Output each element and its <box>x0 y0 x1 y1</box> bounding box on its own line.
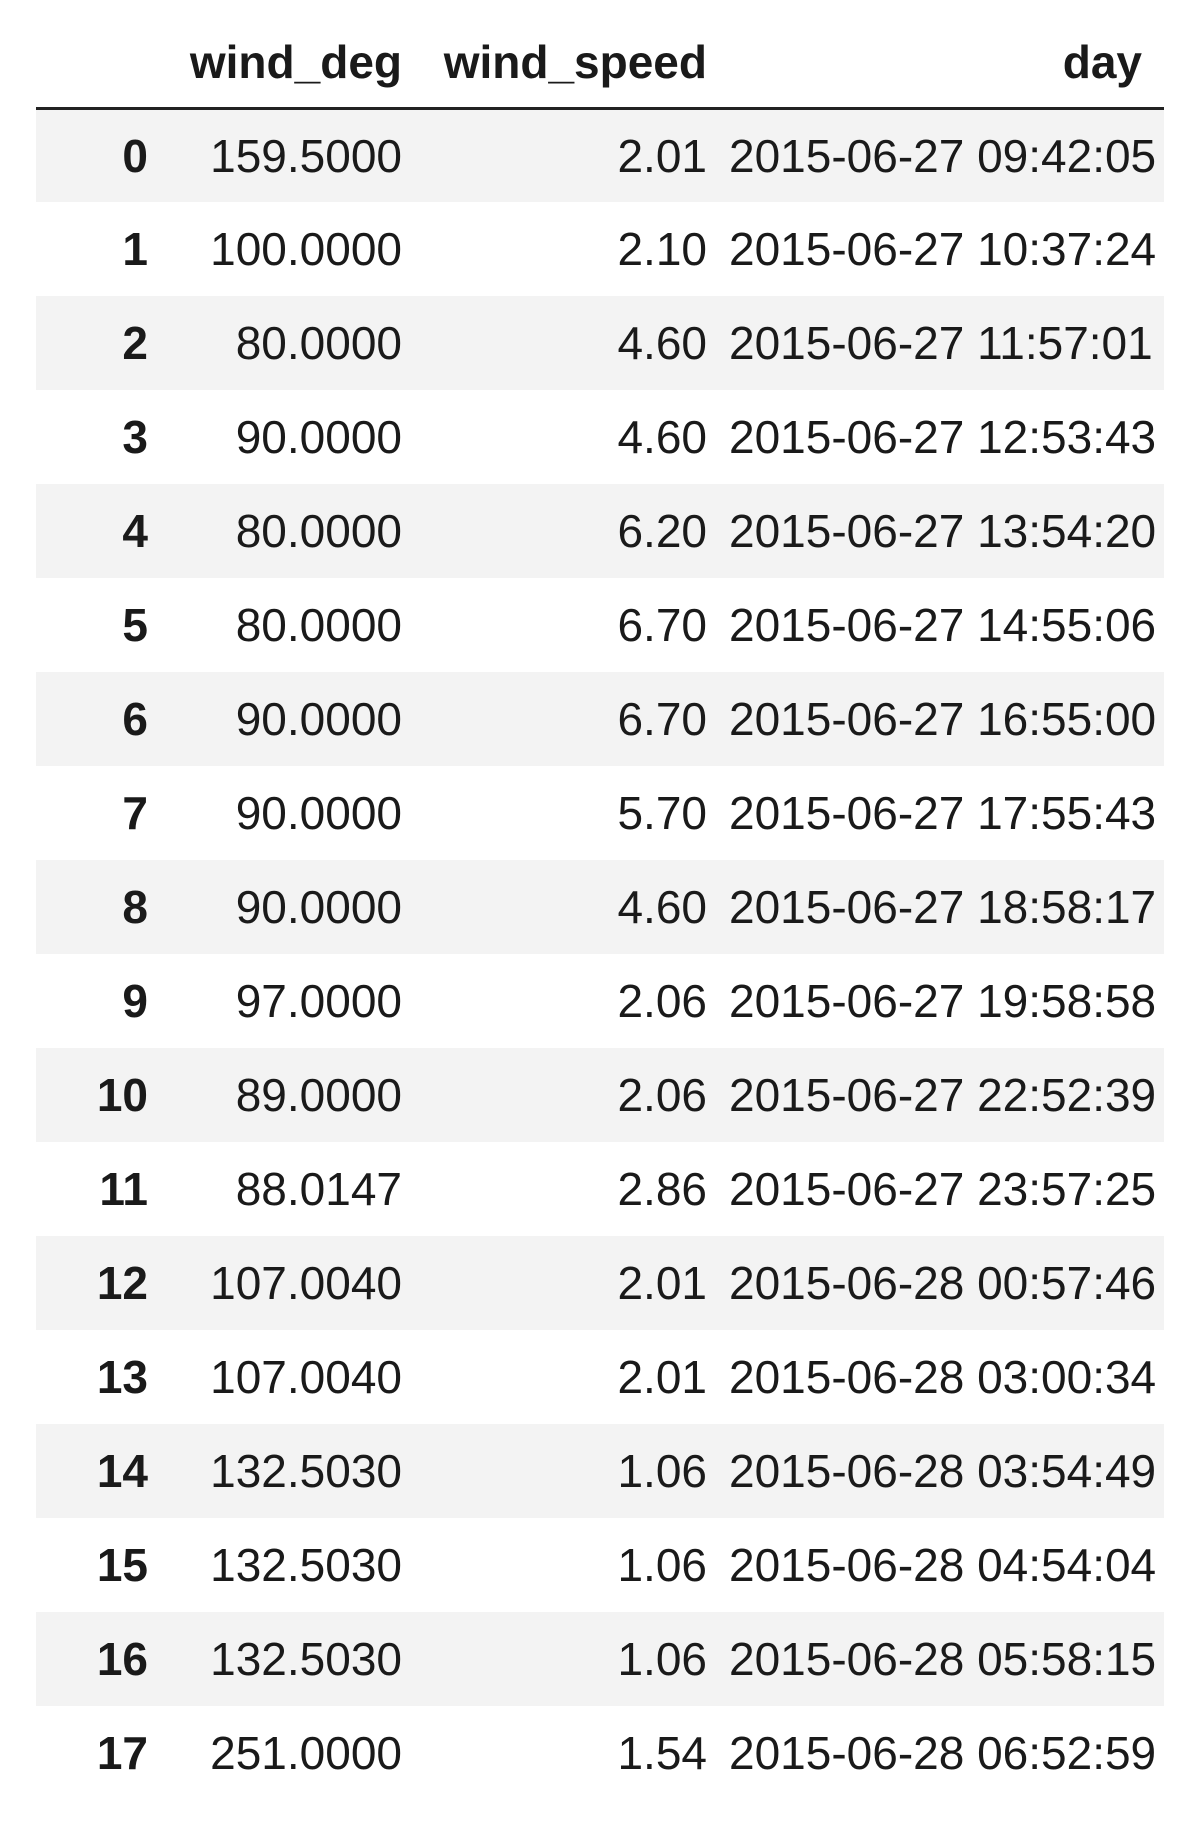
row-index: 2 <box>122 317 148 369</box>
cell-day: 2015-06-28 04:54:04 <box>729 1539 1157 1591</box>
cell-day: 2015-06-27 23:57:25 <box>729 1163 1157 1215</box>
table-row: 17 251.0000 1.54 2015-06-28 06:52:59 <box>36 1706 1164 1800</box>
cell-wind-speed: 2.01 <box>617 1257 707 1309</box>
row-index: 4 <box>122 505 148 557</box>
row-index: 12 <box>96 1257 148 1309</box>
cell-wind-speed: 2.06 <box>617 975 707 1027</box>
cell-wind-deg: 107.0040 <box>210 1351 402 1403</box>
cell-wind-speed: 1.06 <box>617 1539 707 1591</box>
cell-wind-deg: 89.0000 <box>235 1069 402 1121</box>
table-row: 0 159.5000 2.01 2015-06-27 09:42:05 <box>36 108 1164 202</box>
cell-wind-speed: 4.60 <box>617 411 707 463</box>
table-row: 8 90.0000 4.60 2015-06-27 18:58:17 <box>36 860 1164 954</box>
cell-wind-speed: 1.06 <box>617 1633 707 1685</box>
cell-wind-speed: 5.70 <box>617 787 707 839</box>
table-row: 2 80.0000 4.60 2015-06-27 11:57:01 <box>36 296 1164 390</box>
cell-wind-deg: 132.5030 <box>210 1633 402 1685</box>
table-row: 6 90.0000 6.70 2015-06-27 16:55:00 <box>36 672 1164 766</box>
table-row: 10 89.0000 2.06 2015-06-27 22:52:39 <box>36 1048 1164 1142</box>
table-row: 1 100.0000 2.10 2015-06-27 10:37:24 <box>36 202 1164 296</box>
cell-day: 2015-06-27 17:55:43 <box>729 787 1157 839</box>
row-index: 13 <box>96 1351 148 1403</box>
cell-wind-speed: 4.60 <box>617 881 707 933</box>
row-index: 16 <box>96 1633 148 1685</box>
table-row: 12 107.0040 2.01 2015-06-28 00:57:46 <box>36 1236 1164 1330</box>
table-row: 14 132.5030 1.06 2015-06-28 03:54:49 <box>36 1424 1164 1518</box>
cell-wind-deg: 90.0000 <box>235 411 402 463</box>
cell-wind-deg: 90.0000 <box>235 881 402 933</box>
cell-wind-deg: 80.0000 <box>235 317 402 369</box>
cell-wind-speed: 4.60 <box>617 317 707 369</box>
cell-wind-deg: 90.0000 <box>235 693 402 745</box>
cell-day: 2015-06-27 13:54:20 <box>729 505 1157 557</box>
cell-wind-deg: 80.0000 <box>235 505 402 557</box>
cell-wind-speed: 1.54 <box>617 1727 707 1779</box>
row-index: 1 <box>122 223 148 275</box>
cell-wind-deg: 80.0000 <box>235 599 402 651</box>
cell-day: 2015-06-27 14:55:06 <box>729 599 1157 651</box>
cell-wind-deg: 88.0147 <box>235 1163 402 1215</box>
cell-wind-speed: 2.01 <box>617 1351 707 1403</box>
table-row: 7 90.0000 5.70 2015-06-27 17:55:43 <box>36 766 1164 860</box>
cell-wind-speed: 2.06 <box>617 1069 707 1121</box>
table-row: 16 132.5030 1.06 2015-06-28 05:58:15 <box>36 1612 1164 1706</box>
cell-day: 2015-06-27 12:53:43 <box>729 411 1157 463</box>
cell-day: 2015-06-27 11:57:01 <box>729 317 1153 369</box>
column-header-wind-speed: wind_speed <box>424 18 729 110</box>
cell-wind-speed: 2.86 <box>617 1163 707 1215</box>
table-header: wind_deg wind_speed day <box>36 18 1164 110</box>
row-index: 10 <box>96 1069 148 1121</box>
table-row: 4 80.0000 6.20 2015-06-27 13:54:20 <box>36 484 1164 578</box>
cell-wind-speed: 6.20 <box>617 505 707 557</box>
cell-day: 2015-06-27 22:52:39 <box>729 1069 1157 1121</box>
column-header-day: day <box>729 18 1164 110</box>
row-index: 0 <box>122 129 148 182</box>
cell-wind-deg: 159.5000 <box>210 129 402 182</box>
cell-day: 2015-06-27 09:42:05 <box>729 129 1157 182</box>
cell-day: 2015-06-27 19:58:58 <box>729 975 1157 1027</box>
cell-wind-speed: 1.06 <box>617 1445 707 1497</box>
table-row: 3 90.0000 4.60 2015-06-27 12:53:43 <box>36 390 1164 484</box>
cell-wind-deg: 132.5030 <box>210 1445 402 1497</box>
cell-day: 2015-06-28 00:57:46 <box>729 1257 1157 1309</box>
row-index: 6 <box>122 693 148 745</box>
cell-wind-speed: 2.01 <box>617 129 707 182</box>
table-row: 5 80.0000 6.70 2015-06-27 14:55:06 <box>36 578 1164 672</box>
cell-day: 2015-06-27 10:37:24 <box>729 223 1157 275</box>
cell-wind-deg: 97.0000 <box>235 975 402 1027</box>
index-column-header <box>36 18 170 110</box>
table-row: 11 88.0147 2.86 2015-06-27 23:57:25 <box>36 1142 1164 1236</box>
row-index: 14 <box>96 1445 148 1497</box>
cell-wind-deg: 251.0000 <box>210 1727 402 1779</box>
row-index: 17 <box>96 1727 148 1779</box>
row-index: 5 <box>122 599 148 651</box>
row-index: 9 <box>122 975 148 1027</box>
cell-day: 2015-06-28 03:00:34 <box>729 1351 1157 1403</box>
cell-wind-speed: 6.70 <box>617 599 707 651</box>
table-body: 0 159.5000 2.01 2015-06-27 09:42:05 1 100.000… <box>36 108 1164 1800</box>
cell-day: 2015-06-27 18:58:17 <box>729 881 1157 933</box>
cell-wind-deg: 100.0000 <box>210 223 402 275</box>
row-index: 7 <box>122 787 148 839</box>
table-row: 9 97.0000 2.06 2015-06-27 19:58:58 <box>36 954 1164 1048</box>
cell-day: 2015-06-28 06:52:59 <box>729 1727 1157 1779</box>
cell-day: 2015-06-28 05:58:15 <box>729 1633 1157 1685</box>
cell-day: 2015-06-27 16:55:00 <box>729 693 1157 745</box>
cell-wind-speed: 6.70 <box>617 693 707 745</box>
row-index: 8 <box>122 881 148 933</box>
table-row: 15 132.5030 1.06 2015-06-28 04:54:04 <box>36 1518 1164 1612</box>
cell-wind-deg: 90.0000 <box>235 787 402 839</box>
row-index: 15 <box>96 1539 148 1591</box>
cell-wind-speed: 2.10 <box>617 223 707 275</box>
table-row: 13 107.0040 2.01 2015-06-28 03:00:34 <box>36 1330 1164 1424</box>
cell-wind-deg: 132.5030 <box>210 1539 402 1591</box>
column-header-wind-deg: wind_deg <box>170 18 424 110</box>
header-row: wind_deg wind_speed day <box>36 18 1164 110</box>
row-index: 3 <box>122 411 148 463</box>
row-index: 11 <box>99 1163 148 1215</box>
cell-day: 2015-06-28 03:54:49 <box>729 1445 1157 1497</box>
cell-wind-deg: 107.0040 <box>210 1257 402 1309</box>
dataframe-table: wind_deg wind_speed day 0 159.5000 2.01 201… <box>36 18 1164 1800</box>
